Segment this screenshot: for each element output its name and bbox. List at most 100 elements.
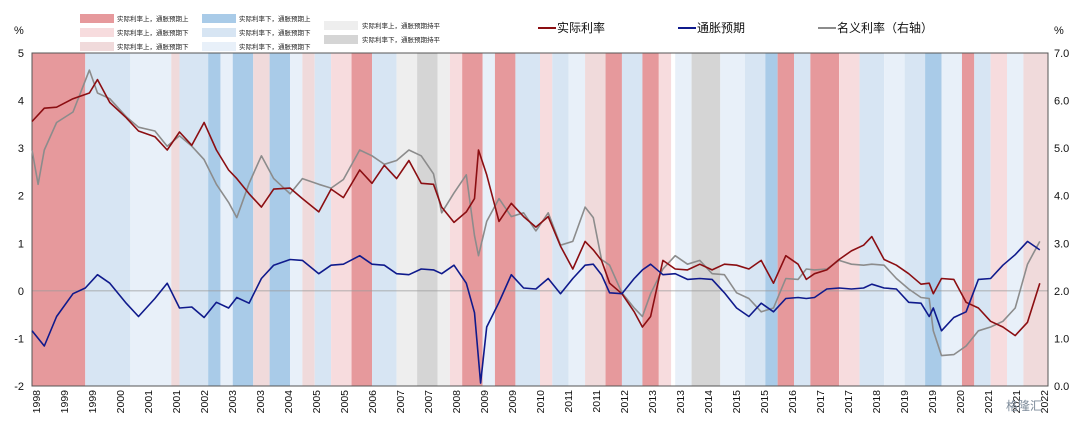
plot-frame <box>31 52 1049 387</box>
regime-band <box>720 53 745 386</box>
regime-band <box>884 53 905 386</box>
x-tick-label: 2001 <box>143 390 155 414</box>
regime-band <box>449 53 463 386</box>
regime-band <box>675 53 692 386</box>
regime-band <box>85 53 131 386</box>
regime-band <box>765 53 778 386</box>
x-tick-label: 2012 <box>619 390 631 414</box>
regime-band <box>794 53 811 386</box>
right-tick-label: 1.0 <box>1054 333 1069 345</box>
legend-series: 实际利率 通胀预期 名义利率（右轴） <box>538 20 933 35</box>
regime-band <box>568 53 586 386</box>
regime-band <box>314 53 332 386</box>
x-tick-label: 2010 <box>535 390 547 414</box>
x-tick-label: 2007 <box>395 390 407 414</box>
regime-band <box>810 53 840 386</box>
legend-label-7: 实际利率下，通胀预期持平 <box>362 35 441 44</box>
regime-band <box>372 53 397 386</box>
left-axis-ticks: -2 -1 0 1 2 3 4 5 <box>14 48 24 393</box>
x-tick-label: 1999 <box>87 390 99 414</box>
x-axis-ticks: 1998 1999 1999 2000 2001 2001 2002 2003 2003 2004… <box>31 390 1051 414</box>
regime-band <box>839 53 860 386</box>
x-tick-label: 2000 <box>115 390 127 414</box>
regime-band <box>331 53 352 386</box>
legend-series-1: 通胀预期 <box>697 21 745 35</box>
right-tick-label: 4.0 <box>1054 191 1069 203</box>
regime-band <box>642 53 659 386</box>
regime-band <box>302 53 315 386</box>
legend-label-4: 实际利率下，通胀预期下 <box>239 42 311 51</box>
x-tick-label: 2005 <box>339 390 351 414</box>
legend-series-2: 名义利率（右轴） <box>837 20 933 35</box>
regime-band <box>494 53 516 386</box>
x-tick-label: 2006 <box>367 390 379 414</box>
regime-band <box>941 53 962 386</box>
legend-label-3: 实际利率下，通胀预期下 <box>239 28 311 37</box>
x-tick-label: 2015 <box>731 390 743 414</box>
regime-band <box>605 53 622 386</box>
x-tick-label: 2005 <box>311 390 323 414</box>
regime-band <box>691 53 721 386</box>
legend-swatch-1 <box>80 28 114 37</box>
left-tick-label: 4 <box>18 96 24 108</box>
x-tick-label: 2007 <box>423 390 435 414</box>
x-tick-label: 1999 <box>59 390 71 414</box>
right-tick-label: 3.0 <box>1054 238 1069 250</box>
regime-band <box>585 53 606 386</box>
legend-label-6: 实际利率上，通胀预期持平 <box>362 21 441 30</box>
legend-swatch-5 <box>80 42 114 51</box>
x-tick-label: 2018 <box>871 390 883 414</box>
x-tick-label: 2004 <box>283 390 295 414</box>
x-tick-label: 2019 <box>899 390 911 414</box>
regime-band <box>179 53 209 386</box>
regime-band <box>269 53 291 386</box>
left-unit: % <box>14 25 24 37</box>
x-tick-label: 2011 <box>563 390 575 413</box>
regime-band <box>208 53 221 386</box>
legend-swatch-7 <box>324 35 358 44</box>
left-tick-label: 2 <box>18 191 24 203</box>
regime-band <box>658 53 672 386</box>
x-tick-label: 2019 <box>927 390 939 414</box>
x-tick-label: 2009 <box>507 390 519 414</box>
legend-swatch-4 <box>202 42 236 51</box>
x-tick-label: 2022 <box>1039 390 1051 414</box>
legend-swatch-6 <box>324 21 358 30</box>
series-line <box>31 78 1041 337</box>
regime-band <box>744 53 766 386</box>
right-tick-label: 5.0 <box>1054 143 1069 155</box>
x-tick-label: 2008 <box>451 390 463 414</box>
regime-band <box>859 53 885 386</box>
x-tick-label: 2003 <box>227 390 239 414</box>
series-lines <box>31 69 1041 384</box>
x-tick-label: 1998 <box>31 390 43 414</box>
x-tick-label: 2021 <box>983 390 995 414</box>
x-tick-label: 2011 <box>591 390 603 413</box>
legend-swatch-0 <box>80 14 114 23</box>
watermark: 格隆汇 <box>1006 398 1042 413</box>
x-tick-label: 2001 <box>171 390 183 414</box>
regime-band <box>32 53 86 386</box>
x-tick-label: 2021 <box>1011 390 1023 414</box>
right-tick-label: 7.0 <box>1054 48 1069 60</box>
regime-band <box>974 53 991 386</box>
regime-band <box>482 53 495 386</box>
x-tick-label: 2014 <box>703 390 715 414</box>
x-tick-label: 2013 <box>675 390 687 414</box>
series-line <box>31 240 1041 384</box>
regime-band <box>904 53 926 386</box>
legend-label-2: 实际利率下，通胀预期上 <box>239 14 311 23</box>
regime-bands <box>32 53 1048 386</box>
regime-band <box>417 53 438 386</box>
left-tick-label: -2 <box>14 381 24 393</box>
regime-band <box>253 53 270 386</box>
legend-series-0: 实际利率 <box>557 20 605 35</box>
left-tick-label: 1 <box>18 238 24 250</box>
left-tick-label: 0 <box>18 286 24 298</box>
regime-band <box>925 53 942 386</box>
legend-label-5: 实际利率上，通胀预期下 <box>117 42 189 51</box>
regime-band <box>552 53 569 386</box>
regime-band <box>437 53 450 386</box>
regime-band <box>1023 53 1048 386</box>
